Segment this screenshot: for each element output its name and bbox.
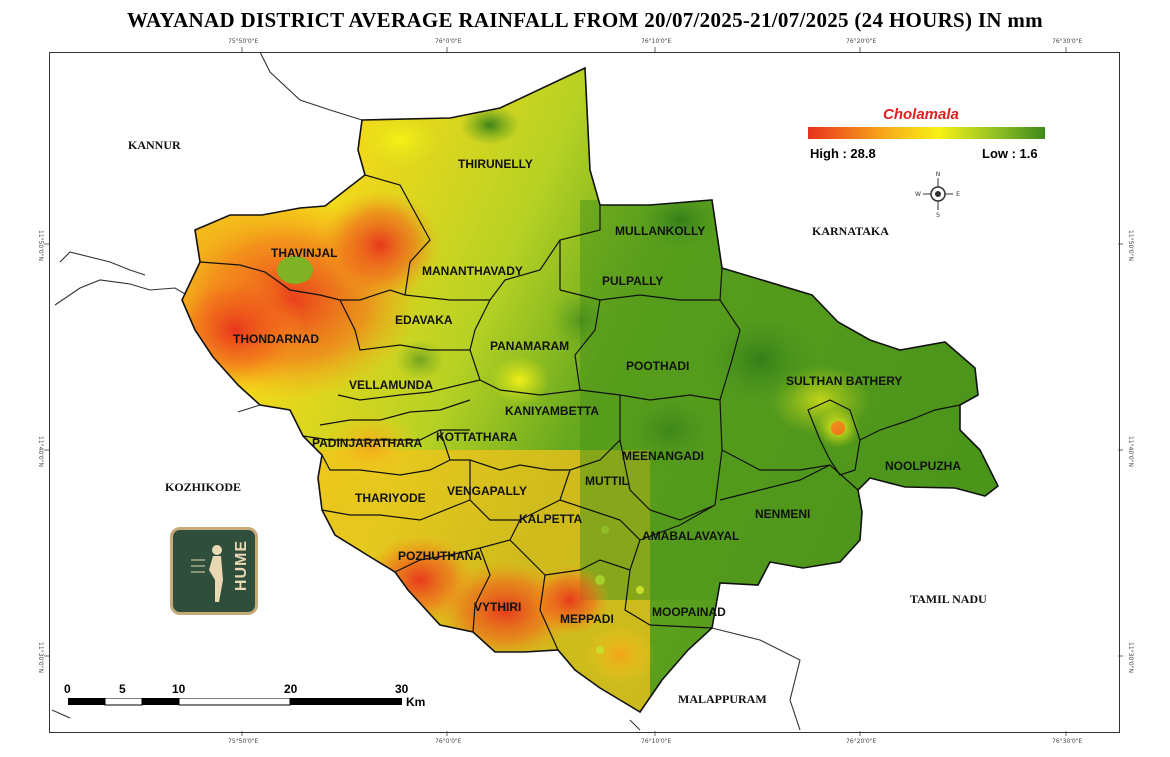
district-outline [181,66,1000,714]
region-label-meenangadi: MEENANGADI [622,449,705,463]
region-label-vellamunda: VELLAMUNDA [349,378,433,392]
region-label-kalpetta: KALPETTA [519,512,583,526]
hume-logo: HUME [170,527,258,615]
scale-unit: Km [406,695,426,709]
compass-east: E [956,191,960,198]
bottom-tick-label: 76°10'0"E [641,738,672,745]
region-label-edavaka: EDAVAKA [395,313,453,327]
legend-color-ramp [808,127,1045,139]
left-tick-label: 11°40'0"N [37,436,44,467]
bottom-tick-label: 76°30'0"E [1052,738,1083,745]
scale-label: 30 [395,682,409,696]
region-label-meppadi: MEPPADI [560,612,614,626]
scale-label: 0 [64,682,71,696]
hume-logo-text: HUME [233,540,250,592]
neighbor-label-karnataka: KARNATAKA [812,224,889,238]
region-boundaries [199,174,961,651]
bottom-tick-label: 76°0'0"E [435,738,462,745]
top-tick-label: 75°50'0"E [228,38,259,45]
region-label-thavinjal: THAVINJAL [271,246,338,260]
scale-label: 5 [119,682,126,696]
legend-high-label: High : 28.8 [810,146,876,161]
scale-bar-graphic [68,698,402,706]
region-label-poothadi: POOTHADI [626,359,690,373]
region-label-amabalavayal: AMABALAVAYAL [642,529,740,543]
legend-low-label: Low : 1.6 [982,146,1038,161]
region-label-pulpally: PULPALLY [602,274,664,288]
region-label-muttil: MUTTIL [585,474,629,488]
right-tick-label: 11°40'0"N [1127,436,1134,467]
region-label-mananthavady: MANANTHAVADY [422,264,523,278]
right-tick-label: 11°30'0"N [1127,642,1134,673]
region-label-thondarnad: THONDARNAD [233,332,319,346]
bottom-tick-label: 76°20'0"E [846,738,877,745]
region-label-sulthan-bathery: SULTHAN BATHERY [786,374,903,388]
compass-rose-icon: N S E W [915,171,960,218]
region-label-padinjarathara: PADINJARATHARA [312,436,423,450]
region-label-kottathara: KOTTATHARA [436,430,518,444]
top-tick-label: 76°10'0"E [641,38,672,45]
legend-title: Cholamala [883,106,959,123]
compass-north: N [936,171,941,178]
region-label-noolpuzha: NOOLPUZHA [885,459,961,473]
region-label-pozhuthana: POZHUTHANA [398,549,482,563]
grid-ticks [44,47,1123,736]
region-label-nenmeni: NENMENI [755,507,811,521]
scale-label: 10 [172,682,186,696]
right-tick-label: 11°50'0"N [1127,230,1134,261]
compass-south: S [936,212,940,218]
scale-label: 20 [284,682,298,696]
region-label-panamaram: PANAMARAM [490,339,570,353]
neighbor-boundaries [51,51,801,731]
bottom-tick-label: 75°50'0"E [228,738,259,745]
region-label-kaniyambetta: KANIYAMBETTA [505,404,600,418]
neighbor-label-malappuram: MALAPPURAM [678,692,767,706]
region-label-thirunelly: THIRUNELLY [458,157,533,171]
region-label-moopainad: MOOPAINAD [652,605,726,619]
hume-logo-figure-icon [191,545,223,602]
compass-west: W [915,191,921,198]
region-label-vythiri: VYTHIRI [474,600,522,614]
neighbor-label-tamil-nadu: TAMIL NADU [910,592,987,606]
map-title: WAYANAD DISTRICT AVERAGE RAINFALL FROM 2… [127,8,1043,32]
left-tick-label: 11°50'0"N [37,230,44,261]
top-tick-label: 76°20'0"E [846,38,877,45]
region-label-thariyode: THARIYODE [355,491,426,505]
left-tick-label: 11°30'0"N [37,642,44,673]
neighbor-label-kozhikode: KOZHIKODE [165,480,242,494]
region-label-mullankolly: MULLANKOLLY [615,224,706,238]
top-tick-label: 76°30'0"E [1052,38,1083,45]
top-tick-label: 76°0'0"E [435,38,462,45]
neighbor-label-kannur: KANNUR [128,138,181,152]
region-label-vengapally: VENGAPALLY [447,484,528,498]
